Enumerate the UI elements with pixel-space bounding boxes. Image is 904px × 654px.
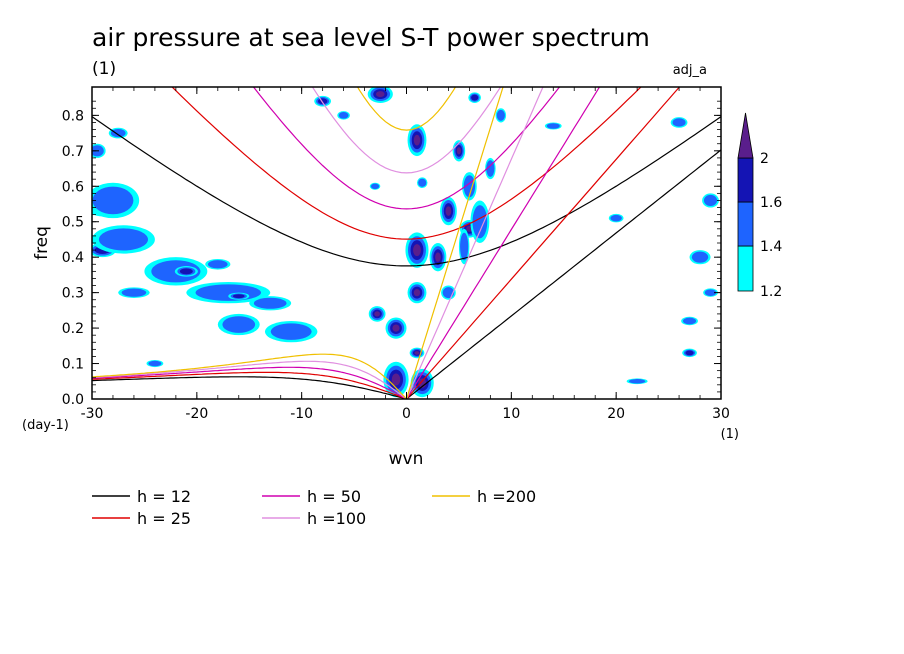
contour-region-5-level-1 <box>110 128 126 138</box>
contour-region-29-level-3 <box>414 351 420 355</box>
rossby-curve-2 <box>92 366 407 399</box>
colorbar-triangle <box>737 112 754 159</box>
chart-title: air pressure at sea level S-T power spec… <box>92 23 650 52</box>
contour-region-8-level-1 <box>195 284 261 301</box>
y-tick-label: 0.6 <box>62 179 84 195</box>
colorbar: 1.2 1.4 1.6 2 <box>737 112 782 300</box>
y-tick-label: 0.1 <box>62 357 84 373</box>
chart-subtitle-left: (1) <box>92 59 116 79</box>
contour-region-30-level-3 <box>391 373 401 386</box>
y-axis-label: freq <box>32 226 52 260</box>
legend-label-3: h =100 <box>307 509 366 528</box>
rossby-curve-4 <box>92 353 407 399</box>
x-tick-label: -30 <box>81 406 104 422</box>
y-tick-label: 0.7 <box>62 144 84 160</box>
y-tick-label: 0.8 <box>62 108 84 124</box>
x-tick-label: -10 <box>290 406 313 422</box>
colorbar-label: 1.6 <box>760 195 782 211</box>
colorbar-segment-0 <box>737 245 754 292</box>
contour-region-19-level-3 <box>456 147 462 155</box>
contour-region-16-level-1 <box>338 112 349 119</box>
contour-region-43-level-1 <box>628 379 646 384</box>
y-tick-label: 0.5 <box>62 215 84 231</box>
gravity-curve-0 <box>92 116 721 267</box>
colorbar-segment-1 <box>737 201 754 247</box>
x-tick-label: -20 <box>185 406 208 422</box>
x-tick-label: 30 <box>712 406 730 422</box>
contour-region-11-level-1 <box>222 316 256 333</box>
contour-region-27-level-3 <box>374 311 380 317</box>
legend-label-0: h = 12 <box>137 487 191 506</box>
kelvin-curve-1 <box>406 87 681 399</box>
contour-region-47-level-1 <box>370 183 380 190</box>
contour-region-28-level-3 <box>392 324 400 332</box>
contour-region-20-level-2 <box>471 94 479 101</box>
colorbar-label: 1.2 <box>760 284 782 300</box>
contour-region-14-level-1 <box>207 260 228 269</box>
contour-region-40-level-1 <box>703 194 718 206</box>
contour-regions <box>92 87 719 398</box>
contour-region-38-level-1 <box>683 317 697 325</box>
contour-region-36-level-1 <box>496 109 505 121</box>
contour-region-2-level-1 <box>98 228 148 251</box>
colorbar-segment-2 <box>737 157 754 203</box>
contour-region-41-level-1 <box>704 289 717 296</box>
legend: h = 12 h = 25 h = 50 h =100 h =200 <box>92 487 536 528</box>
legend-label-1: h = 25 <box>137 509 191 528</box>
contour-region-44-level-2 <box>685 350 694 356</box>
x-tick-label: 10 <box>502 406 520 422</box>
contour-region-10-level-1 <box>253 297 287 309</box>
rossby-curve-0 <box>92 376 407 399</box>
contour-region-3-level-1 <box>92 186 134 215</box>
y-tick-label: 0.4 <box>62 250 84 266</box>
kelvin-curve-2 <box>405 87 601 399</box>
contour-region-21-level-3 <box>445 206 452 216</box>
contour-region-23-level-3 <box>413 244 421 257</box>
x-axis-unit: (1) <box>721 427 739 442</box>
legend-label-2: h = 50 <box>307 487 361 506</box>
rossby-curve-1 <box>92 371 407 399</box>
contour-region-24-level-3 <box>435 252 441 263</box>
contour-region-18-level-3 <box>413 134 421 146</box>
gravity-curve-3 <box>311 87 502 174</box>
contour-region-34-level-1 <box>460 232 469 261</box>
gravity-curve-2 <box>252 87 561 210</box>
contour-region-37-level-1 <box>418 178 427 187</box>
contour-region-13-level-1 <box>121 288 147 297</box>
y-tick-label: 0.0 <box>62 392 84 408</box>
contour-region-33-level-1 <box>472 205 488 239</box>
contour-region-9-level-2 <box>232 294 245 299</box>
contour-region-7-level-2 <box>179 268 193 275</box>
contour-region-39-level-1 <box>691 251 709 263</box>
contour-region-45-level-1 <box>610 214 622 222</box>
contour-region-48-level-1 <box>148 360 162 367</box>
gravity-curve-4 <box>356 87 457 131</box>
contour-region-17-level-3 <box>376 91 385 98</box>
x-axis-label: wvn <box>389 449 424 469</box>
contour-region-46-level-1 <box>546 123 560 129</box>
colorbar-label: 1.4 <box>760 239 782 255</box>
x-tick-label: 0 <box>402 406 411 422</box>
y-tick-label: 0.3 <box>62 286 84 302</box>
legend-label-4: h =200 <box>477 487 536 506</box>
kelvin-curve-4 <box>405 87 504 399</box>
kelvin-curve-0 <box>406 149 721 399</box>
gravity-curve-1 <box>171 87 642 240</box>
rossby-curve-3 <box>92 360 407 399</box>
chart-subtitle-right: adj_a <box>673 63 707 78</box>
axis-ticks: -30 -20 -10 0 10 20 30 0.0 0.1 0.2 0.3 0.4 0.5 0.6 0.7… <box>62 87 730 422</box>
y-tick-label: 0.2 <box>62 321 84 337</box>
contour-region-25-level-3 <box>413 289 421 297</box>
colorbar-label: 2 <box>760 151 769 167</box>
contour-region-42-level-1 <box>672 118 686 127</box>
contour-region-12-level-1 <box>270 323 312 340</box>
dispersion-curves <box>92 87 721 399</box>
kelvin-curve-3 <box>405 87 544 399</box>
y-axis-unit: (day-1) <box>22 418 69 433</box>
x-tick-label: 20 <box>607 406 625 422</box>
